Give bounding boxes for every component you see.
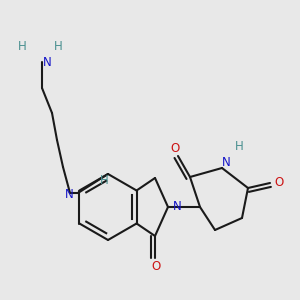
Text: N: N [43,56,51,70]
Text: O: O [152,260,160,274]
Text: N: N [222,157,230,169]
Text: H: H [100,175,108,188]
Text: O: O [274,176,284,190]
Text: O: O [170,142,180,154]
Text: H: H [18,40,26,52]
Text: N: N [172,200,182,214]
Text: H: H [54,40,62,52]
Text: H: H [235,140,243,154]
Text: N: N [64,188,74,200]
